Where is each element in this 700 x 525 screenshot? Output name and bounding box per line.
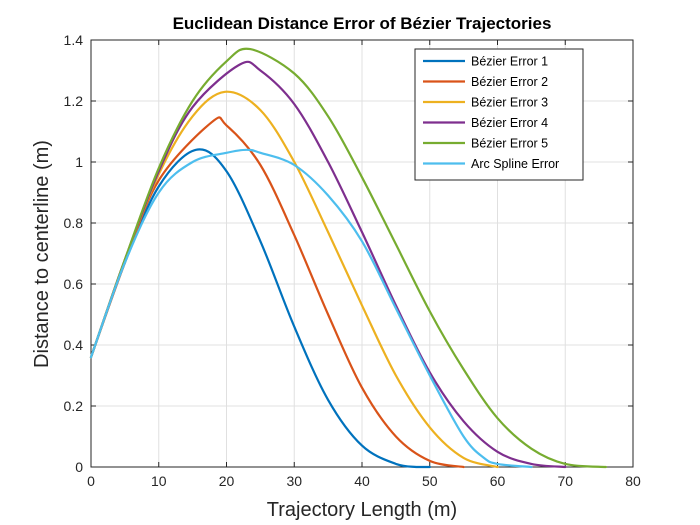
legend-label: Bézier Error 5 — [471, 137, 548, 151]
x-tick-label: 0 — [87, 473, 95, 489]
y-tick-label: 0.2 — [64, 398, 84, 414]
series-line-5 — [89, 47, 607, 469]
x-tick-label: 70 — [557, 473, 573, 489]
legend: Bézier Error 1 Bézier Error 2 Bézier Error… — [414, 48, 584, 181]
x-tick-label: 80 — [625, 473, 641, 489]
series-line-4 — [89, 60, 567, 469]
legend-label: Bézier Error 3 — [471, 96, 548, 110]
legend-label: Arc Spline Error — [471, 157, 559, 171]
x-tick-label: 20 — [219, 473, 235, 489]
y-tick-label: 0.6 — [64, 276, 84, 292]
y-tick-label: 1.4 — [64, 32, 84, 48]
x-tick-label: 10 — [151, 473, 167, 489]
legend-box — [414, 48, 584, 181]
y-tick-label: 1.2 — [64, 93, 84, 109]
x-tick-label: 60 — [490, 473, 506, 489]
series-line-6 — [89, 148, 533, 469]
y-tick-label: 0 — [75, 459, 83, 475]
y-tick-label: 0.4 — [64, 337, 84, 353]
x-tick-label: 50 — [422, 473, 438, 489]
x-tick-label: 30 — [286, 473, 302, 489]
ticks: 0 10 20 30 40 50 60 70 80 0 0.2 0.4 0.6 0.8 1 1.2 1.4 — [64, 32, 641, 489]
series-line-1 — [89, 148, 431, 469]
y-tick-label: 0.8 — [64, 215, 84, 231]
legend-label: Bézier Error 2 — [471, 75, 548, 89]
y-axis-label: Distance to centerline (m) — [31, 140, 53, 368]
x-axis-label: Trajectory Length (m) — [267, 499, 457, 521]
x-tick-label: 40 — [354, 473, 370, 489]
legend-label: Bézier Error 4 — [471, 116, 548, 130]
series-lines — [89, 47, 607, 469]
legend-label: Bézier Error 1 — [471, 55, 548, 69]
y-tick-label: 1 — [75, 154, 83, 170]
chart-title: Euclidean Distance Error of Bézier Traje… — [173, 14, 552, 33]
